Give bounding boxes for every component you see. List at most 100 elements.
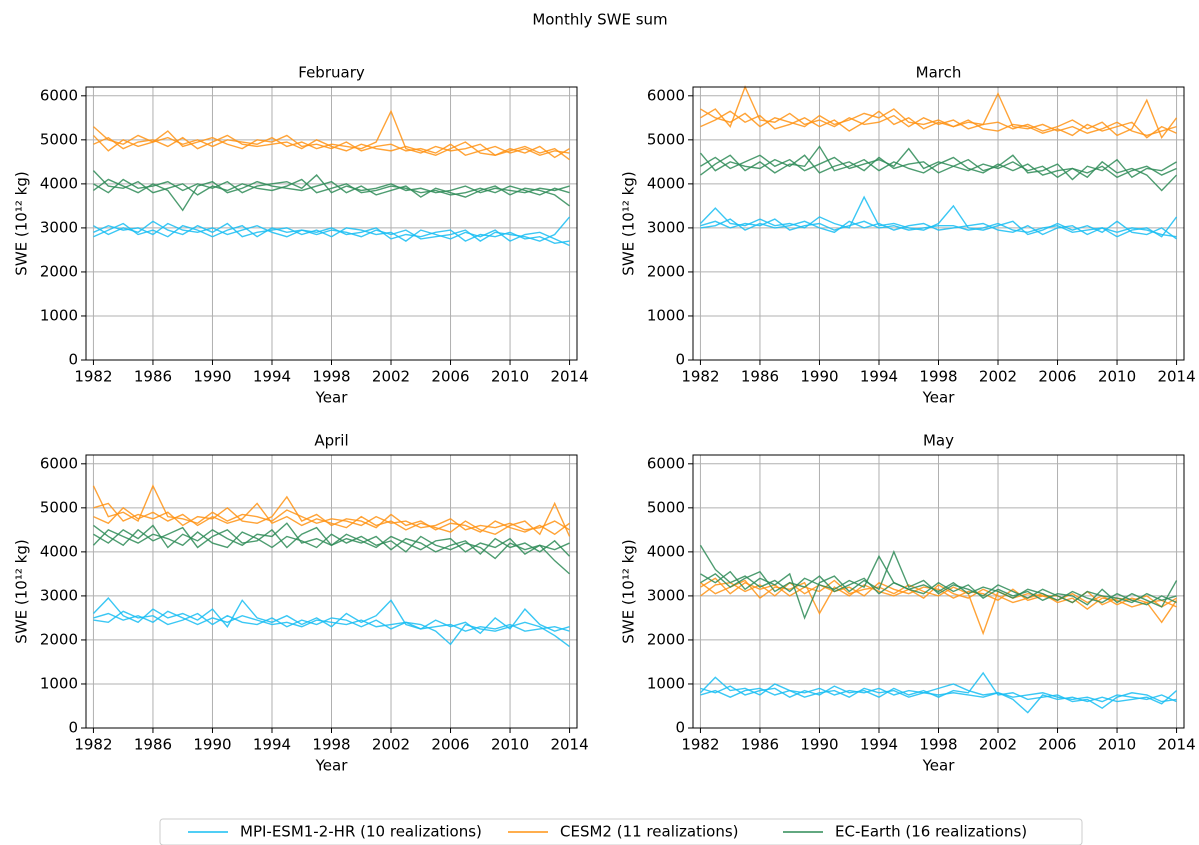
- axes-frame: [692, 454, 1185, 729]
- realization-line: [93, 174, 570, 194]
- realization-line: [93, 178, 570, 212]
- x-tick-label: 2006: [1038, 736, 1076, 754]
- realization-line: [93, 524, 571, 557]
- y-tick-label: 5000: [647, 498, 685, 516]
- y-tick-label: 2000: [647, 630, 685, 648]
- legend-label: MPI-ESM1-2-HR (10 realizations): [240, 823, 482, 841]
- realization-line: [700, 687, 1178, 714]
- y-axis-label: SWE (10¹² kg): [13, 539, 31, 643]
- x-tick-label: 2002: [979, 368, 1017, 386]
- x-tick-label: 1994: [860, 368, 898, 386]
- y-axis-label: SWE (10¹² kg): [13, 171, 31, 275]
- axes-frame: [85, 86, 578, 361]
- figure-title: Monthly SWE sum: [532, 11, 667, 29]
- y-tick-label: 1000: [647, 306, 685, 324]
- y-tick-label: 1000: [647, 674, 685, 692]
- x-axis-label: Year: [922, 757, 956, 775]
- panel-title: May: [923, 432, 954, 450]
- x-tick-label: 1986: [741, 368, 779, 386]
- y-tick-label: 4000: [40, 542, 78, 560]
- realization-line: [93, 501, 571, 537]
- x-tick-label: 2014: [1157, 736, 1195, 754]
- realization-line: [93, 134, 570, 161]
- x-axis-label: Year: [315, 389, 349, 407]
- x-tick-label: 1982: [681, 368, 719, 386]
- realization-line: [700, 110, 1177, 139]
- y-tick-label: 3000: [647, 586, 685, 604]
- y-tick-label: 6000: [647, 454, 685, 472]
- realization-line: [93, 216, 571, 242]
- x-tick-label: 1994: [253, 368, 291, 386]
- realization-line: [92, 170, 570, 196]
- x-tick-label: 2010: [491, 736, 529, 754]
- x-tick-label: 2014: [550, 736, 588, 754]
- realization-line: [700, 218, 1177, 238]
- x-tick-label: 2014: [550, 368, 588, 386]
- y-tick-label: 2000: [40, 262, 78, 280]
- realization-line: [699, 676, 1177, 703]
- y-tick-label: 1000: [40, 674, 78, 692]
- realization-line: [93, 495, 570, 536]
- x-tick-label: 2006: [1038, 368, 1076, 386]
- x-tick-label: 2002: [372, 368, 410, 386]
- x-tick-label: 1982: [74, 368, 112, 386]
- y-tick-label: 4000: [647, 174, 685, 192]
- x-tick-label: 2002: [979, 736, 1017, 754]
- panel-title: March: [916, 64, 962, 82]
- realization-line: [700, 145, 1178, 192]
- x-tick-label: 1982: [681, 736, 719, 754]
- y-axis-label: SWE (10¹² kg): [620, 539, 638, 643]
- y-tick-label: 0: [68, 719, 78, 737]
- x-tick-label: 2010: [1098, 368, 1136, 386]
- realization-line: [93, 610, 570, 648]
- x-tick-label: 1990: [800, 736, 838, 754]
- realization-line: [700, 216, 1178, 238]
- y-tick-label: 3000: [40, 218, 78, 236]
- y-tick-label: 6000: [40, 454, 78, 472]
- y-tick-label: 0: [675, 719, 685, 737]
- axes-frame: [85, 454, 578, 729]
- x-tick-label: 1986: [741, 736, 779, 754]
- realization-line: [700, 570, 1178, 608]
- x-tick-label: 1998: [919, 736, 957, 754]
- x-tick-label: 1998: [312, 736, 350, 754]
- realization-line: [92, 109, 570, 159]
- y-tick-label: 5000: [647, 130, 685, 148]
- x-tick-label: 1990: [193, 368, 231, 386]
- x-tick-label: 2010: [1098, 736, 1136, 754]
- x-tick-label: 1990: [193, 736, 231, 754]
- y-tick-label: 6000: [647, 86, 685, 104]
- x-axis-label: Year: [315, 757, 349, 775]
- x-tick-label: 2014: [1157, 368, 1195, 386]
- y-tick-label: 5000: [40, 498, 78, 516]
- x-tick-label: 2010: [491, 368, 529, 386]
- legend-label: CESM2 (11 realizations): [560, 823, 739, 841]
- x-tick-label: 1994: [860, 736, 898, 754]
- y-tick-label: 3000: [40, 586, 78, 604]
- x-tick-label: 1982: [74, 736, 112, 754]
- realization-line: [699, 152, 1177, 181]
- x-axis-label: Year: [922, 389, 956, 407]
- y-tick-label: 0: [68, 351, 78, 369]
- x-tick-label: 1990: [800, 368, 838, 386]
- realization-line: [92, 126, 570, 157]
- x-tick-label: 1986: [134, 368, 172, 386]
- y-axis-label: SWE (10¹² kg): [620, 171, 638, 275]
- y-tick-label: 4000: [647, 542, 685, 560]
- realization-line: [93, 220, 570, 247]
- y-tick-label: 1000: [40, 306, 78, 324]
- y-tick-label: 2000: [647, 262, 685, 280]
- x-tick-label: 2006: [431, 368, 469, 386]
- y-tick-label: 4000: [40, 174, 78, 192]
- y-tick-label: 5000: [40, 130, 78, 148]
- panel-title: April: [314, 432, 348, 450]
- x-tick-label: 2006: [431, 736, 469, 754]
- x-tick-label: 2002: [372, 736, 410, 754]
- realization-line: [699, 544, 1177, 606]
- y-tick-label: 2000: [40, 630, 78, 648]
- realization-line: [93, 610, 570, 632]
- x-tick-label: 1998: [919, 368, 957, 386]
- x-tick-label: 1998: [312, 368, 350, 386]
- realization-line: [700, 671, 1177, 710]
